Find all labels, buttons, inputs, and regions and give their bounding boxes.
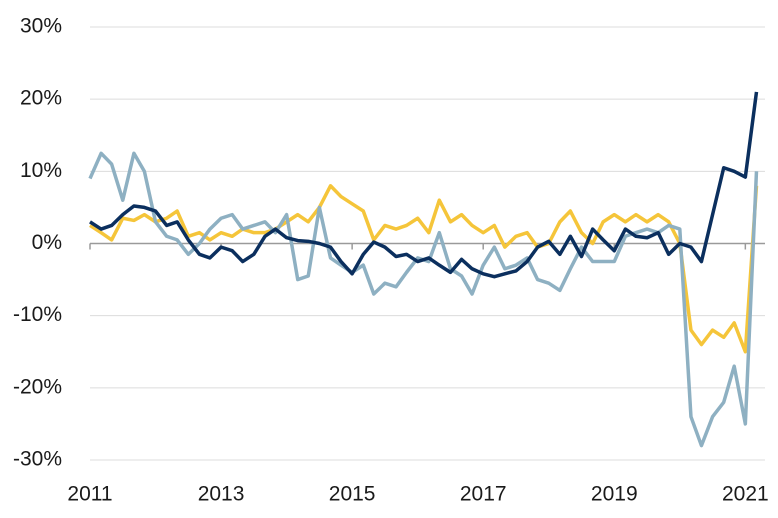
x-tick-label: 2011 xyxy=(67,483,112,506)
y-tick-label: 30% xyxy=(20,15,62,38)
series-line xyxy=(89,91,759,279)
y-tick-label: -20% xyxy=(13,375,62,398)
series-line xyxy=(88,151,759,448)
y-tick-label: 20% xyxy=(20,87,62,110)
series-line xyxy=(89,184,759,354)
x-tick-label: 2019 xyxy=(591,483,638,506)
x-tick-label: 2013 xyxy=(198,483,245,506)
x-tick-label: 2015 xyxy=(329,483,376,506)
y-tick-label: -10% xyxy=(13,303,62,326)
y-tick-label: 0% xyxy=(32,231,62,254)
x-tick-label: 2017 xyxy=(460,483,507,506)
y-tick-label: 10% xyxy=(20,159,62,182)
y-tick-label: -30% xyxy=(13,448,62,471)
x-tick-label: 2021 xyxy=(722,483,769,506)
